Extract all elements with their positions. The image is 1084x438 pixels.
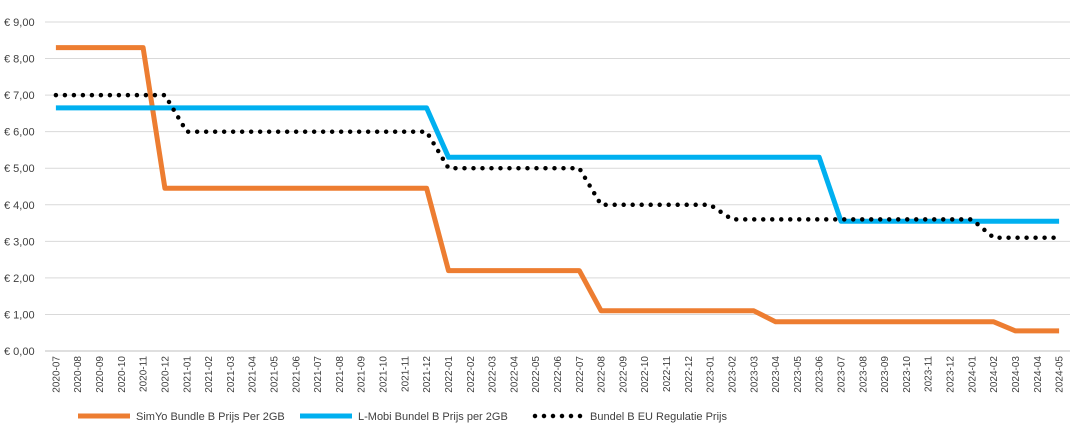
x-tick-label: 2023-10	[902, 356, 913, 393]
x-tick-label: 2024-01	[967, 356, 978, 393]
x-tick-label: 2021-05	[269, 356, 280, 393]
legend-label-3: Bundel B EU Regulatie Prijs	[590, 411, 727, 423]
x-tick-label: 2021-01	[182, 356, 193, 393]
x-tick-label: 2024-03	[1011, 356, 1022, 393]
x-tick-label: 2020-08	[73, 356, 84, 393]
legend: SimYo Bundle B Prijs Per 2GB L-Mobi Bunde…	[78, 411, 727, 423]
y-tick-label: € 3,00	[4, 236, 35, 248]
series-lines	[53, 45, 1062, 334]
y-tick-label: € 1,00	[4, 309, 35, 321]
x-tick-label: 2021-11	[400, 356, 411, 392]
x-tick-label: 2022-05	[531, 356, 542, 393]
x-tick-label: 2024-04	[1033, 356, 1044, 393]
x-tick-label: 2021-03	[226, 356, 237, 393]
legend-label-2: L-Mobi Bundel B Prijs per 2GB	[358, 411, 508, 423]
x-axis-ticks: 2020-07 2020-08 2020-09 2020-10 2020-11 2020-…	[51, 356, 1065, 393]
x-tick-label: 2023-02	[727, 356, 738, 393]
x-tick-label: 2023-05	[793, 356, 804, 393]
y-tick-label: € 5,00	[4, 163, 35, 175]
x-tick-label: 2023-07	[837, 356, 848, 393]
x-tick-label: 2022-09	[618, 356, 629, 393]
series-line-2	[55, 105, 1060, 224]
y-tick-label: € 9,00	[4, 17, 35, 29]
y-tick-label: € 7,00	[4, 90, 35, 102]
x-tick-label: 2021-02	[204, 356, 215, 393]
x-tick-label: 2022-04	[509, 356, 520, 393]
x-tick-label: 2020-09	[95, 356, 106, 393]
y-tick-label: € 2,00	[4, 273, 35, 285]
x-tick-label: 2023-09	[880, 356, 891, 393]
x-tick-label: 2021-06	[291, 356, 302, 393]
x-tick-label: 2022-02	[466, 356, 477, 393]
x-tick-label: 2022-01	[444, 356, 455, 393]
x-tick-label: 2023-01	[706, 356, 717, 393]
series-line-1	[55, 45, 1060, 334]
y-tick-label: € 8,00	[4, 54, 35, 66]
x-tick-label: 2023-03	[749, 356, 760, 393]
x-tick-label: 2020-10	[117, 356, 128, 393]
x-tick-label: 2022-08	[597, 356, 608, 393]
x-tick-label: 2021-12	[422, 356, 433, 393]
y-tick-label: € 4,00	[4, 200, 35, 212]
x-tick-label: 2022-12	[684, 356, 695, 393]
x-tick-label: 2020-11	[139, 356, 150, 392]
y-tick-label: € 6,00	[4, 127, 35, 139]
x-tick-label: 2022-07	[575, 356, 586, 393]
y-tick-label: € 0,00	[4, 346, 35, 358]
x-tick-label: 2022-06	[553, 356, 564, 393]
x-tick-label: 2021-10	[379, 356, 390, 393]
x-tick-label: 2024-05	[1055, 356, 1066, 393]
x-tick-label: 2023-11	[924, 356, 935, 392]
series-line-3	[53, 92, 1062, 240]
x-tick-label: 2022-10	[640, 356, 651, 393]
x-tick-label: 2021-07	[313, 356, 324, 393]
x-tick-label: 2023-04	[771, 356, 782, 393]
legend-label-1: SimYo Bundle B Prijs Per 2GB	[136, 411, 285, 423]
x-tick-label: 2021-08	[335, 356, 346, 393]
x-tick-label: 2022-03	[488, 356, 499, 393]
x-tick-label: 2021-09	[357, 356, 368, 393]
y-axis-ticks: € 0,00 € 1,00 € 2,00 € 3,00 € 4,00 € 5,00 € 6,…	[4, 17, 35, 358]
x-tick-label: 2020-12	[160, 356, 171, 393]
x-tick-label: 2023-06	[815, 356, 826, 393]
x-tick-label: 2024-02	[989, 356, 1000, 393]
x-tick-label: 2023-08	[858, 356, 869, 393]
x-tick-label: 2021-04	[248, 356, 259, 393]
x-tick-label: 2022-11	[662, 356, 673, 392]
x-tick-label: 2020-07	[51, 356, 62, 393]
x-tick-label: 2023-12	[946, 356, 957, 393]
